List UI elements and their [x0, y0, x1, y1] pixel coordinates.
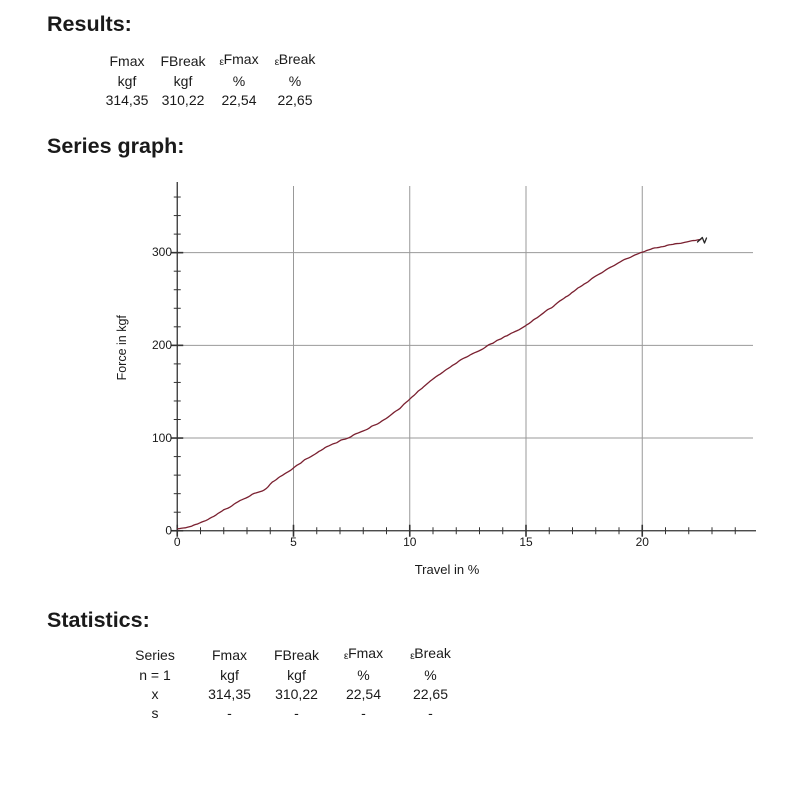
svg-text:10: 10: [403, 535, 417, 549]
svg-text:5: 5: [290, 535, 297, 549]
svg-text:0: 0: [174, 535, 181, 549]
svg-text:15: 15: [519, 535, 533, 549]
svg-text:300: 300: [152, 245, 172, 259]
svg-text:Force in kgf: Force in kgf: [115, 315, 129, 381]
svg-text:100: 100: [152, 431, 172, 445]
svg-text:20: 20: [636, 535, 650, 549]
svg-text:Travel in %: Travel in %: [415, 562, 480, 577]
svg-text:0: 0: [165, 524, 172, 538]
svg-text:200: 200: [152, 338, 172, 352]
